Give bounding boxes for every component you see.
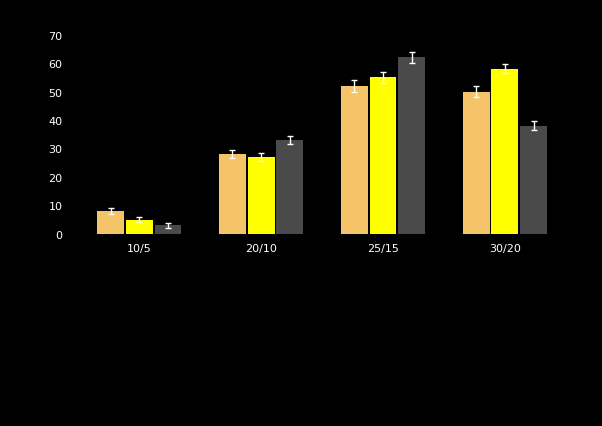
Bar [370,78,396,234]
Bar [98,212,124,234]
Bar [276,141,303,234]
Bar [248,158,275,234]
Bar [491,69,518,234]
Bar [399,58,425,234]
Bar [463,92,489,234]
Bar [219,155,246,234]
Bar [341,86,368,234]
Bar [520,127,547,234]
Bar [126,220,153,234]
Bar [155,226,181,234]
